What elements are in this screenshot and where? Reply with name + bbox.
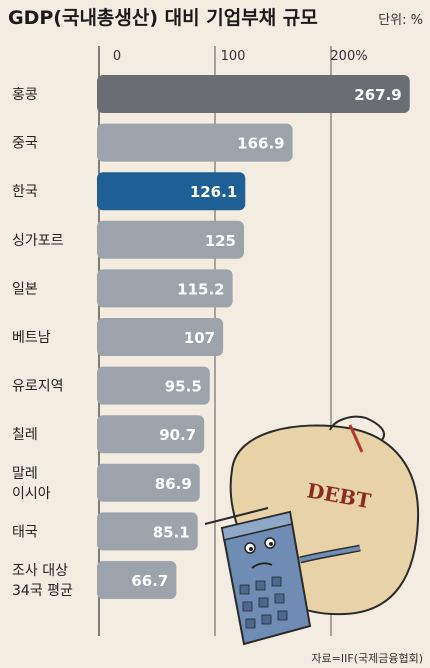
bar-value-label: 66.7 bbox=[131, 572, 168, 590]
x-tick-label: 100 bbox=[221, 49, 246, 64]
category-label: 베트남 bbox=[12, 330, 51, 346]
bar-value-label: 267.9 bbox=[354, 86, 401, 104]
bars bbox=[97, 75, 410, 599]
bar bbox=[97, 172, 246, 211]
bar bbox=[97, 318, 224, 356]
bar bbox=[97, 366, 210, 405]
category-label: 한국 bbox=[12, 184, 38, 200]
bar bbox=[97, 561, 177, 599]
bar bbox=[97, 220, 244, 259]
unit-label: 단위: % bbox=[378, 13, 423, 28]
category-label: 조사 대상 34국 평균 bbox=[12, 563, 73, 599]
category-label: 태국 bbox=[12, 524, 38, 540]
debt-illustration: DEBT bbox=[204, 415, 420, 646]
bar-value-label: 95.5 bbox=[165, 378, 202, 396]
bar-value-label: 115.2 bbox=[177, 280, 224, 298]
bar-value-label: 90.7 bbox=[159, 426, 196, 444]
bar-value-labels: 267.9 166.9 126.1 125 115.2 107 95.5 90.7 86.9 85… bbox=[131, 86, 401, 590]
bar-value-label: 86.9 bbox=[155, 475, 192, 493]
x-tick-labels: 0 100 200% bbox=[113, 49, 368, 64]
category-label: 유로지역 bbox=[12, 379, 64, 395]
bar bbox=[97, 269, 233, 308]
bar-value-label: 125 bbox=[205, 232, 236, 250]
bar bbox=[97, 123, 293, 162]
category-label: 말레 이시아 bbox=[12, 466, 51, 502]
bar bbox=[97, 75, 410, 113]
bar-value-label: 166.9 bbox=[237, 135, 284, 153]
bar bbox=[97, 415, 205, 454]
bar-value-label: 107 bbox=[184, 329, 215, 347]
source-note: 자료=IIF(국제금융협회) bbox=[311, 652, 423, 665]
category-label: 칠레 bbox=[12, 427, 38, 443]
bar bbox=[97, 463, 200, 502]
category-label: 홍콩 bbox=[12, 87, 38, 103]
category-label: 싱가포르 bbox=[12, 233, 64, 249]
bar bbox=[97, 512, 198, 551]
bar-value-label: 126.1 bbox=[190, 183, 237, 201]
category-label: 일본 bbox=[12, 281, 38, 297]
chart-title: GDP(국내총생산) 대비 기업부채 규모 bbox=[8, 7, 318, 29]
x-tick-label: 0 bbox=[113, 49, 121, 64]
category-label: 중국 bbox=[12, 136, 38, 152]
x-tick-label: 200% bbox=[330, 49, 367, 64]
bar-value-label: 85.1 bbox=[153, 523, 190, 541]
